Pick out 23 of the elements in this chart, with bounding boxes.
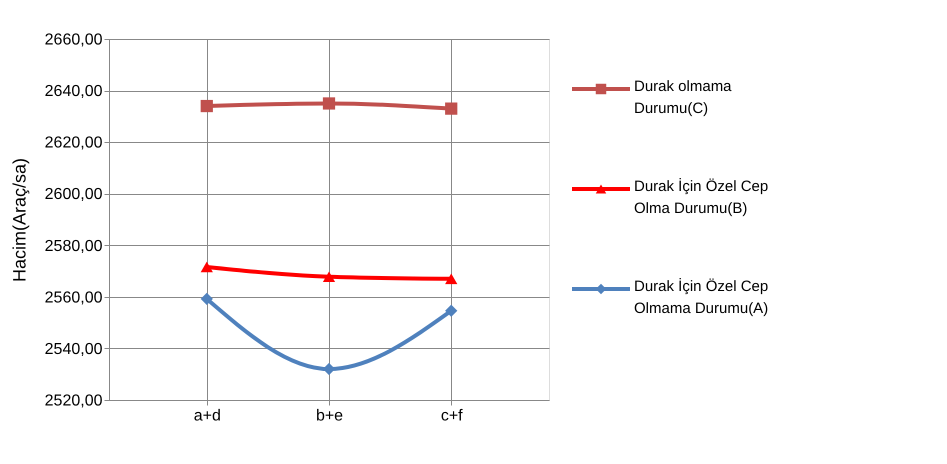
point (200, 100, 213, 112)
y-tick-label: 2640,00 (44, 83, 103, 100)
x-tick-label: a+d (194, 408, 221, 424)
y-tick-label: 2580,00 (44, 238, 103, 255)
point (200, 262, 213, 272)
y-tick-label: 2560,00 (44, 289, 103, 306)
y-tick-label: 2660,00 (44, 32, 103, 48)
legend-label: Durak olmama Durumu(C) (634, 78, 732, 117)
legend-label: Durak İçin Özel Cep Olmama Durumu(A) (634, 277, 768, 317)
x-tick-label: b+e (316, 408, 344, 424)
legend-label: Durak İçin Özel Cep Olma Durumu(B) (634, 177, 768, 217)
y-tick-label: 2520,00 (44, 392, 103, 410)
point (322, 271, 336, 282)
point (322, 97, 336, 110)
y-axis-title: Hacim(Araç/sa) (10, 158, 30, 282)
x-tick-label: c+f (440, 408, 464, 424)
point (445, 274, 458, 284)
point (200, 292, 213, 306)
y-tick-label: 2600,00 (44, 186, 103, 204)
y-tick-label: 2540,00 (44, 340, 103, 358)
point (445, 304, 458, 317)
y-tick-label: 2620,00 (44, 134, 103, 152)
point (445, 102, 458, 115)
